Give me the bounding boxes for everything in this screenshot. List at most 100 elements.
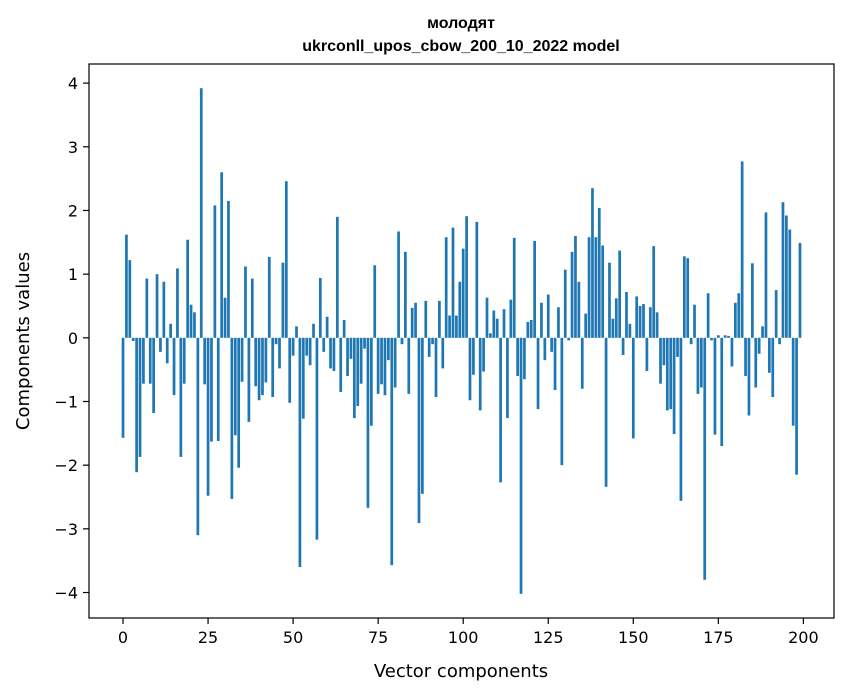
bar-component-82: [400, 337, 404, 345]
bar-component-147: [621, 337, 625, 356]
bar-component-29: [220, 172, 224, 338]
bar-component-32: [230, 337, 234, 499]
bar-component-31: [227, 200, 230, 338]
bar-component-78: [387, 337, 390, 361]
bar-component-134: [577, 281, 581, 338]
bar-component-103: [472, 337, 475, 375]
bar-component-144: [611, 318, 615, 338]
bar-component-174: [713, 337, 717, 435]
bar-component-143: [608, 262, 611, 338]
bar-component-148: [625, 291, 628, 338]
bar-component-9: [152, 337, 155, 413]
bar-component-38: [250, 278, 254, 338]
bar-component-126: [550, 337, 554, 352]
bar-component-6: [142, 337, 145, 384]
bar-component-137: [587, 237, 591, 338]
bar-component-25: [206, 337, 210, 496]
bar-component-197: [791, 337, 795, 426]
bar-component-80: [393, 337, 397, 388]
bar-component-97: [451, 227, 455, 338]
bar-component-4: [135, 337, 138, 473]
bar-component-60: [325, 316, 329, 338]
bar-component-10: [155, 274, 159, 338]
bar-component-151: [635, 296, 639, 338]
bar-component-149: [628, 323, 632, 338]
bar-component-113: [506, 337, 509, 419]
bar-component-116: [516, 337, 519, 377]
bar-component-188: [761, 326, 764, 338]
bar-component-65: [342, 319, 346, 338]
bar-component-118: [523, 337, 526, 380]
bar-component-26: [210, 337, 213, 442]
bar-component-39: [254, 337, 258, 387]
bar-component-106: [482, 337, 485, 372]
bar-component-120: [529, 319, 533, 338]
bar-component-84: [407, 337, 411, 394]
bar-component-98: [455, 315, 458, 338]
bar-component-41: [261, 337, 264, 396]
bar-component-77: [383, 337, 387, 396]
bar-component-93: [438, 300, 441, 338]
bar-component-42: [264, 337, 268, 383]
x-axis-ticks: 0 25 50 75 100 125 150 175 200: [118, 618, 819, 647]
x-axis-label: Vector components: [374, 661, 548, 682]
bar-component-195: [785, 215, 788, 338]
bar-component-123: [540, 302, 543, 338]
bar-component-160: [665, 337, 669, 411]
bar-component-138: [591, 188, 594, 338]
y-tick-label: 1: [68, 265, 78, 284]
bar-component-62: [332, 337, 336, 371]
bar-component-155: [648, 307, 652, 338]
bar-component-11: [159, 337, 162, 352]
bar-component-56: [312, 323, 315, 338]
bar-component-94: [441, 337, 445, 369]
bar-component-51: [295, 326, 298, 338]
bar-component-79: [390, 337, 394, 566]
bar-component-57: [315, 337, 319, 540]
bar-component-101: [465, 216, 468, 338]
bar-component-157: [655, 312, 659, 338]
bar-component-48: [284, 181, 288, 338]
y-tick-label: −1: [54, 392, 78, 411]
bar-component-23: [199, 88, 203, 338]
bar-component-110: [495, 318, 499, 338]
y-axis-ticks: −4 −3 −2 −1 0 1 2 3 4: [54, 74, 89, 603]
bar-component-119: [526, 321, 530, 338]
bar-component-177: [723, 335, 727, 338]
x-tick-label: 75: [368, 628, 388, 647]
bar-component-109: [492, 310, 496, 338]
bar-component-150: [631, 337, 635, 439]
y-axis-label: Components values: [13, 252, 34, 430]
bar-component-145: [614, 298, 618, 338]
bar-component-184: [747, 337, 751, 416]
bar-component-132: [570, 251, 574, 338]
bar-component-128: [557, 307, 560, 338]
bar-component-105: [478, 337, 482, 411]
bar-component-72: [366, 337, 370, 508]
bar-component-2: [128, 260, 132, 338]
bar-component-146: [618, 250, 622, 338]
bar-component-99: [458, 281, 462, 338]
bar-component-121: [533, 241, 536, 338]
bar-component-27: [213, 205, 217, 338]
bar-component-81: [397, 231, 400, 338]
x-tick-label: 125: [533, 628, 564, 647]
bar-component-7: [145, 278, 149, 338]
bar-component-75: [376, 337, 380, 394]
bar-component-53: [301, 337, 305, 419]
bar-component-59: [322, 337, 326, 352]
bar-component-28: [216, 337, 220, 441]
bar-component-127: [553, 337, 557, 391]
bar-component-88: [421, 337, 424, 494]
bar-component-112: [502, 309, 506, 338]
bar-component-47: [281, 262, 285, 338]
bar-component-114: [509, 299, 513, 338]
bar-component-117: [519, 337, 523, 594]
bar-component-163: [676, 337, 679, 357]
bar-component-8: [148, 337, 152, 384]
bar-component-91: [431, 337, 434, 345]
bar-component-111: [499, 337, 502, 483]
bar-component-135: [580, 337, 584, 389]
bar-component-21: [193, 312, 196, 338]
bar-component-136: [584, 313, 588, 338]
